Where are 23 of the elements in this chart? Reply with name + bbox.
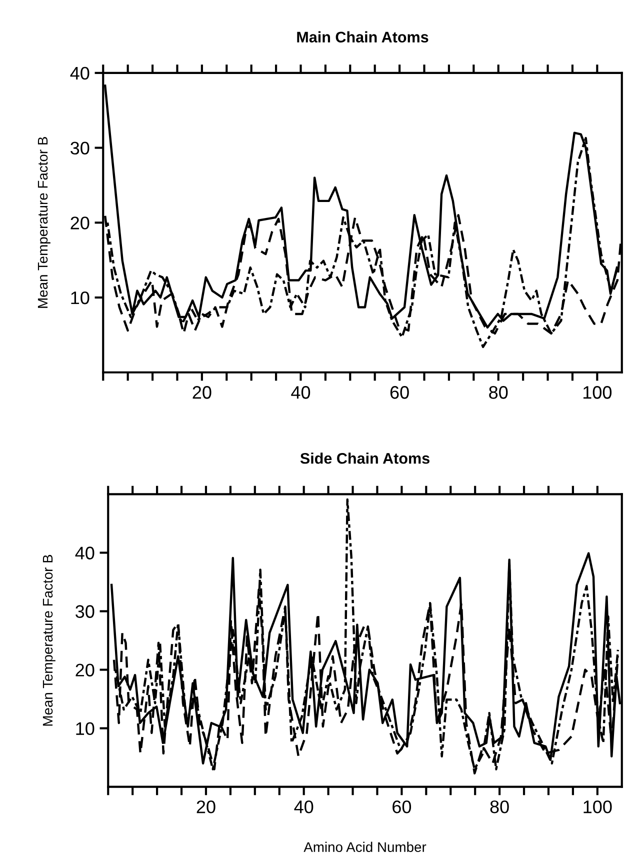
x-tick-label: 80: [489, 386, 508, 399]
x-tick-label: 60: [390, 386, 409, 399]
x-tick-label: 100: [583, 386, 612, 399]
x-tick-label: 20: [192, 386, 212, 399]
x-tick-label: 20: [196, 800, 216, 814]
y-tick-label: 40: [70, 66, 90, 80]
y-tick-label: 40: [75, 546, 94, 560]
y-tick-label: 20: [76, 664, 94, 676]
x-tick-label: 100: [584, 800, 612, 814]
y-axis-title: Mean Temperature Factor B: [38, 137, 50, 308]
x-tick-label: 80: [490, 800, 509, 814]
y-tick-label: 30: [70, 142, 90, 155]
chart-title: Side Chain Atoms: [300, 452, 430, 464]
y-tick-label: 30: [76, 605, 94, 618]
chart-title: Main Chain Atoms: [297, 31, 428, 43]
y-axis-title: Mean Temperature Factor B: [42, 554, 56, 726]
x-axis-title: Amino Acid Number: [304, 842, 426, 852]
x-tick-label: 40: [291, 386, 310, 399]
x-tick-label: 40: [294, 800, 314, 814]
y-tick-label: 20: [70, 216, 90, 230]
y-tick-label: 10: [76, 722, 94, 735]
y-tick-label: 10: [71, 291, 90, 304]
x-tick-label: 60: [392, 800, 412, 814]
